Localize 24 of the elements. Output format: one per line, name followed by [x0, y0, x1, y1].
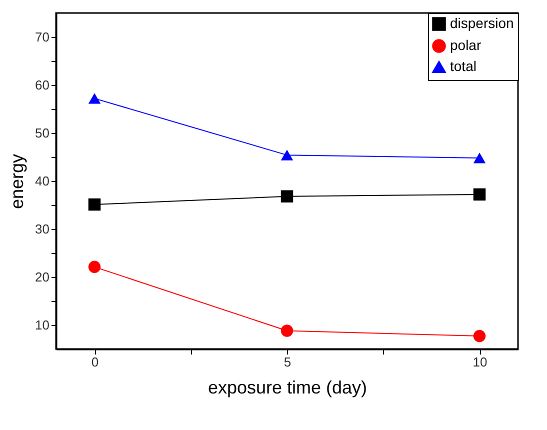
point [280, 150, 294, 160]
x-axis-title: exposure time (day) [208, 378, 368, 398]
legend-label: total [450, 58, 476, 74]
point [280, 190, 294, 202]
point [473, 330, 486, 342]
legend-label: polar [450, 37, 482, 53]
y-tick-label: 70 [35, 30, 50, 44]
point [88, 93, 101, 104]
y-axis-title: energy [7, 154, 28, 210]
y-tick-label: 20 [35, 270, 50, 284]
y-tick-label: 60 [35, 78, 50, 92]
legend-label: dispersion [450, 15, 514, 31]
point [280, 324, 294, 337]
y-tick-label: 30 [35, 222, 50, 236]
point [473, 152, 486, 164]
x-tick-label: 5 [284, 354, 292, 370]
y-tick-label: 50 [35, 126, 50, 140]
x-tick-label: 10 [472, 354, 488, 370]
point [88, 198, 101, 211]
y-tick-label: 40 [35, 174, 50, 188]
point [88, 260, 101, 274]
y-tick-label: 10 [35, 318, 50, 332]
point [473, 188, 486, 201]
x-tick-label: 0 [91, 354, 99, 370]
